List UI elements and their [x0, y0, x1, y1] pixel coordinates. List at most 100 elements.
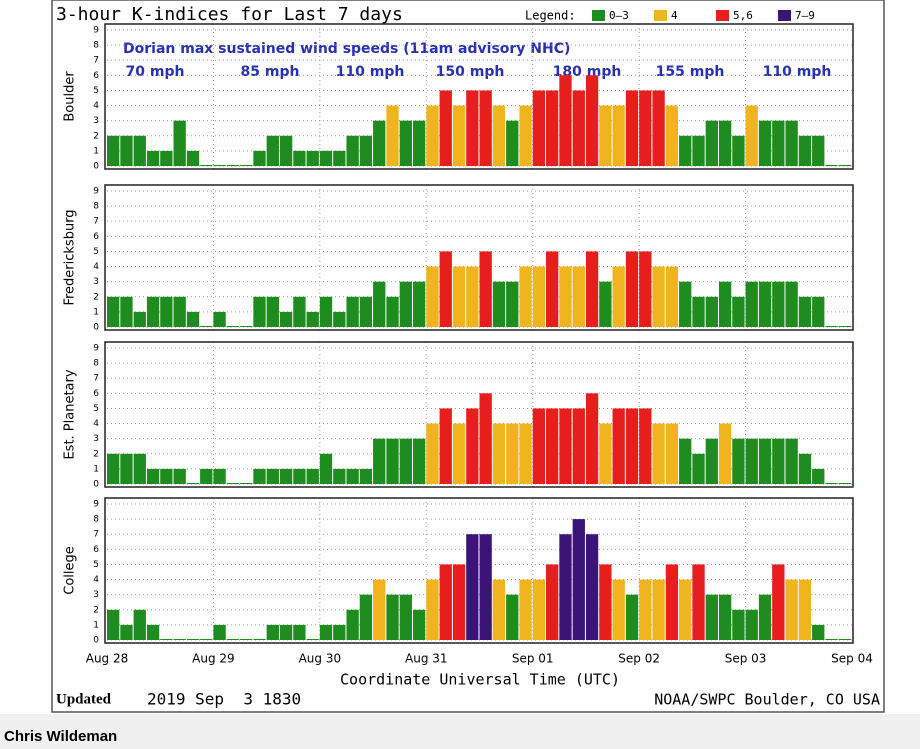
annotation: Dorian max sustained wind speeds (11am a…: [123, 41, 570, 57]
bar: [200, 326, 213, 327]
bar: [399, 281, 412, 327]
y-tick-label: 0: [93, 323, 99, 333]
bar: [479, 393, 492, 484]
bar: [120, 624, 133, 640]
y-tick-label: 3: [93, 590, 99, 600]
bar: [386, 296, 399, 327]
bar: [665, 423, 679, 484]
bar: [240, 639, 253, 640]
bar: [506, 120, 519, 166]
bar: [359, 468, 373, 484]
bar: [532, 579, 546, 640]
y-tick-label: 7: [93, 530, 99, 540]
bar: [452, 105, 466, 166]
y-tick-label: 0: [93, 636, 99, 646]
bar: [519, 105, 532, 166]
bar: [146, 296, 160, 327]
legend-swatch: [654, 10, 667, 21]
bar: [107, 453, 120, 484]
bar: [572, 90, 585, 166]
bar: [359, 135, 373, 166]
bar: [439, 408, 452, 484]
bar: [785, 120, 798, 166]
bar: [625, 251, 639, 327]
bar: [293, 296, 306, 327]
wind-label: 85 mph: [241, 64, 300, 80]
bar: [160, 468, 173, 484]
legend-swatch: [778, 10, 791, 21]
y-tick-label: 0: [93, 480, 99, 490]
bar: [665, 105, 679, 166]
y-tick-label: 9: [93, 344, 99, 354]
y-tick-label: 6: [93, 389, 99, 399]
y-tick-label: 6: [93, 232, 99, 242]
bar: [492, 105, 506, 166]
bar: [266, 296, 279, 327]
bar: [253, 296, 266, 327]
bar: [319, 453, 333, 484]
bar: [226, 165, 240, 166]
bar: [519, 579, 532, 640]
y-tick-label: 4: [93, 101, 99, 111]
bar: [333, 150, 346, 166]
y-tick-label: 4: [93, 575, 99, 585]
bar: [692, 296, 705, 327]
bar: [692, 453, 705, 484]
y-axis-label: Est. Planetary: [63, 369, 78, 459]
y-tick-label: 2: [93, 605, 99, 615]
bar: [373, 579, 386, 640]
bar: [319, 296, 333, 327]
bar: [546, 90, 559, 166]
y-tick-label: 8: [93, 202, 99, 212]
bar: [679, 579, 692, 640]
wind-label: 110 mph: [763, 64, 832, 80]
bar: [639, 408, 652, 484]
bar: [200, 639, 213, 640]
bar: [386, 105, 399, 166]
bar: [426, 423, 439, 484]
bar: [373, 120, 386, 166]
bar: [612, 408, 625, 484]
bar: [186, 150, 200, 166]
y-tick-label: 0: [93, 162, 99, 172]
bar: [146, 468, 160, 484]
wind-label: 110 mph: [336, 64, 405, 80]
bar: [798, 135, 812, 166]
bar: [133, 453, 146, 484]
bar: [306, 639, 319, 640]
bar: [133, 609, 146, 640]
bar: [572, 519, 585, 640]
bar: [293, 150, 306, 166]
x-tick-label: Aug 29: [192, 652, 235, 666]
bar: [333, 624, 346, 640]
y-tick-label: 4: [93, 262, 99, 272]
y-tick-label: 1: [93, 620, 99, 630]
bar: [718, 120, 732, 166]
wind-label: 70 mph: [126, 64, 185, 80]
x-tick-label: Sep 04: [831, 652, 873, 666]
bar: [399, 120, 412, 166]
bar: [812, 135, 825, 166]
bar: [652, 266, 665, 327]
bar: [785, 281, 798, 327]
bar: [718, 281, 732, 327]
x-tick-label: Aug 31: [405, 652, 448, 666]
bar: [399, 594, 412, 640]
y-tick-label: 2: [93, 449, 99, 459]
bar: [146, 150, 160, 166]
bar: [346, 135, 359, 166]
bar: [745, 438, 758, 484]
bar: [386, 438, 399, 484]
bar: [825, 326, 838, 327]
bar: [718, 594, 732, 640]
bar: [492, 579, 506, 640]
x-tick-label: Sep 03: [725, 652, 767, 666]
bar: [546, 408, 559, 484]
bar: [506, 594, 519, 640]
bar: [333, 311, 346, 327]
updated-time: 2019 Sep 3 1830: [147, 690, 301, 709]
bar: [120, 453, 133, 484]
bar: [825, 165, 838, 166]
bar: [599, 105, 612, 166]
